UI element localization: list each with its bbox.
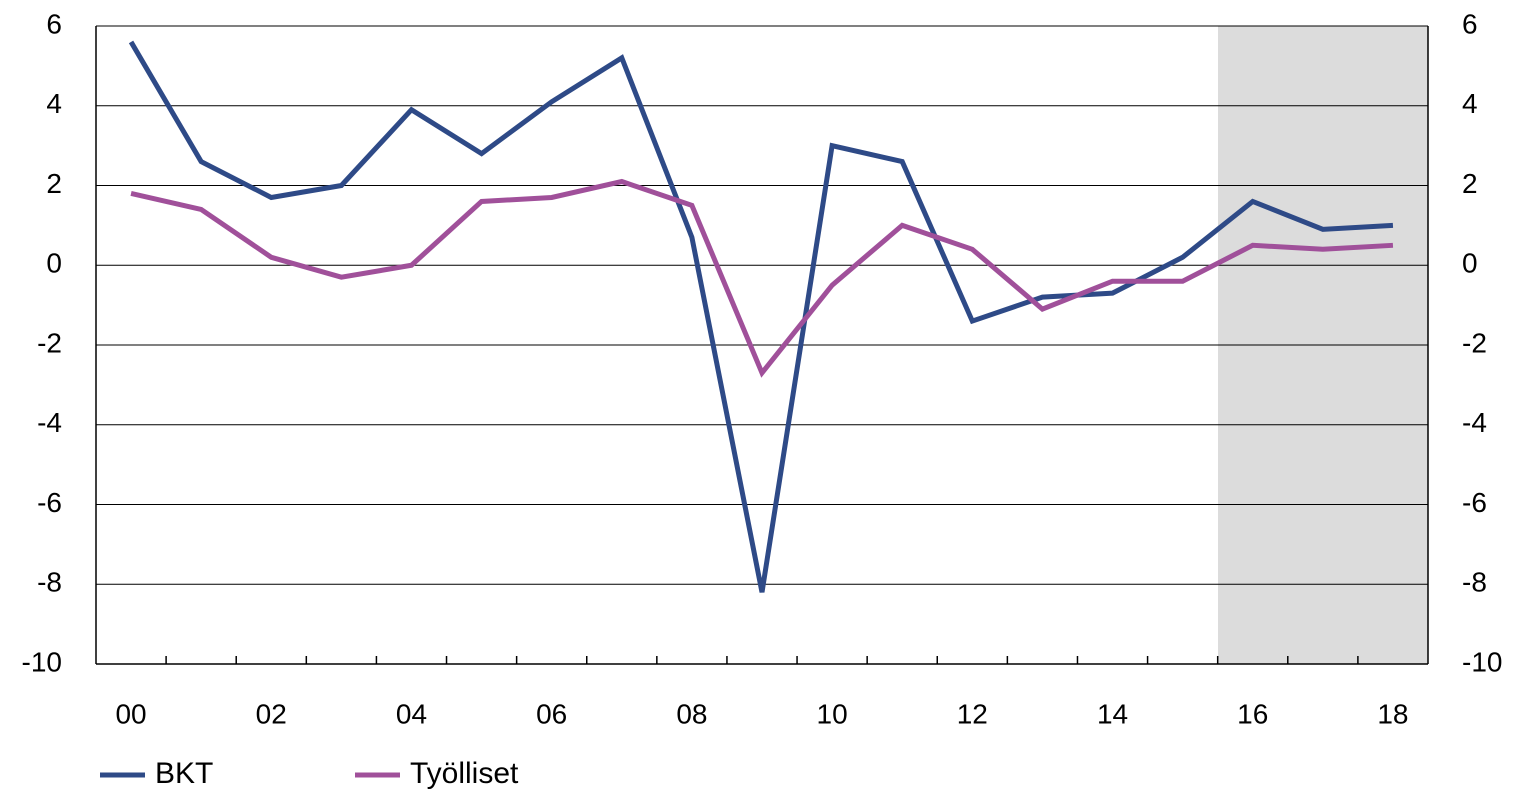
y-tick-label: 0 bbox=[46, 248, 62, 279]
y2-tick-label: 0 bbox=[1462, 248, 1478, 279]
series-line bbox=[128, 40, 1394, 593]
x-tick-label: 00 bbox=[115, 698, 146, 729]
y2-tick-label: 2 bbox=[1462, 168, 1478, 199]
legend-label: BKT bbox=[155, 757, 213, 790]
y-tick-label: -8 bbox=[37, 567, 62, 598]
x-tick-label: 18 bbox=[1377, 698, 1408, 729]
series-line bbox=[130, 178, 1394, 378]
y2-tick-label: -10 bbox=[1462, 646, 1502, 677]
y-tick-label: 2 bbox=[46, 168, 62, 199]
y-tick-label: 6 bbox=[46, 8, 62, 39]
y-tick-label: -2 bbox=[37, 327, 62, 358]
x-tick-label: 02 bbox=[256, 698, 287, 729]
x-tick-label: 12 bbox=[957, 698, 988, 729]
y2-tick-label: -6 bbox=[1462, 487, 1487, 518]
y-tick-label: -4 bbox=[37, 407, 62, 438]
x-tick-label: 08 bbox=[676, 698, 707, 729]
y2-tick-label: -2 bbox=[1462, 327, 1487, 358]
y2-tick-label: 4 bbox=[1462, 88, 1478, 119]
y2-tick-label: -4 bbox=[1462, 407, 1487, 438]
y2-tick-label: -8 bbox=[1462, 567, 1487, 598]
y-tick-label: -6 bbox=[37, 487, 62, 518]
x-tick-label: 10 bbox=[817, 698, 848, 729]
x-tick-label: 06 bbox=[536, 698, 567, 729]
y-tick-label: -10 bbox=[22, 646, 62, 677]
x-tick-label: 16 bbox=[1237, 698, 1268, 729]
x-tick-label: 04 bbox=[396, 698, 427, 729]
y-tick-label: 4 bbox=[46, 88, 62, 119]
y2-tick-label: 6 bbox=[1462, 8, 1478, 39]
x-tick-label: 14 bbox=[1097, 698, 1128, 729]
legend-label: Työlliset bbox=[410, 757, 519, 790]
